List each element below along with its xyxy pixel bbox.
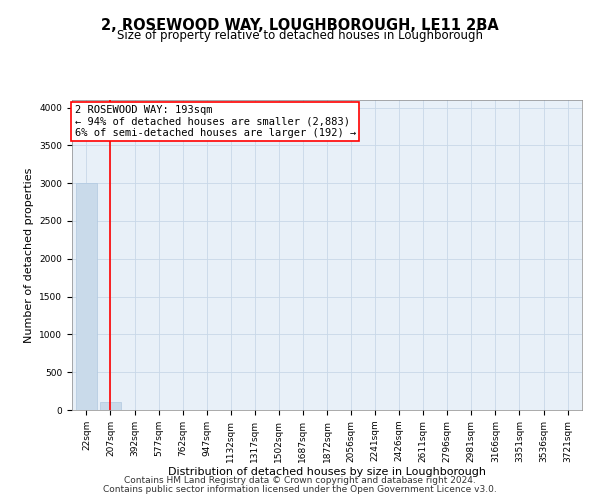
Text: Size of property relative to detached houses in Loughborough: Size of property relative to detached ho… [117,29,483,42]
Bar [100,402,121,410]
Text: Contains public sector information licensed under the Open Government Licence v3: Contains public sector information licen… [103,485,497,494]
X-axis label: Distribution of detached houses by size in Loughborough: Distribution of detached houses by size … [168,468,486,477]
Bar [76,183,97,410]
Text: 2, ROSEWOOD WAY, LOUGHBOROUGH, LE11 2BA: 2, ROSEWOOD WAY, LOUGHBOROUGH, LE11 2BA [101,18,499,32]
Text: Contains HM Land Registry data © Crown copyright and database right 2024.: Contains HM Land Registry data © Crown c… [124,476,476,485]
Text: 2 ROSEWOOD WAY: 193sqm
← 94% of detached houses are smaller (2,883)
6% of semi-d: 2 ROSEWOOD WAY: 193sqm ← 94% of detached… [74,104,356,138]
Y-axis label: Number of detached properties: Number of detached properties [24,168,34,342]
